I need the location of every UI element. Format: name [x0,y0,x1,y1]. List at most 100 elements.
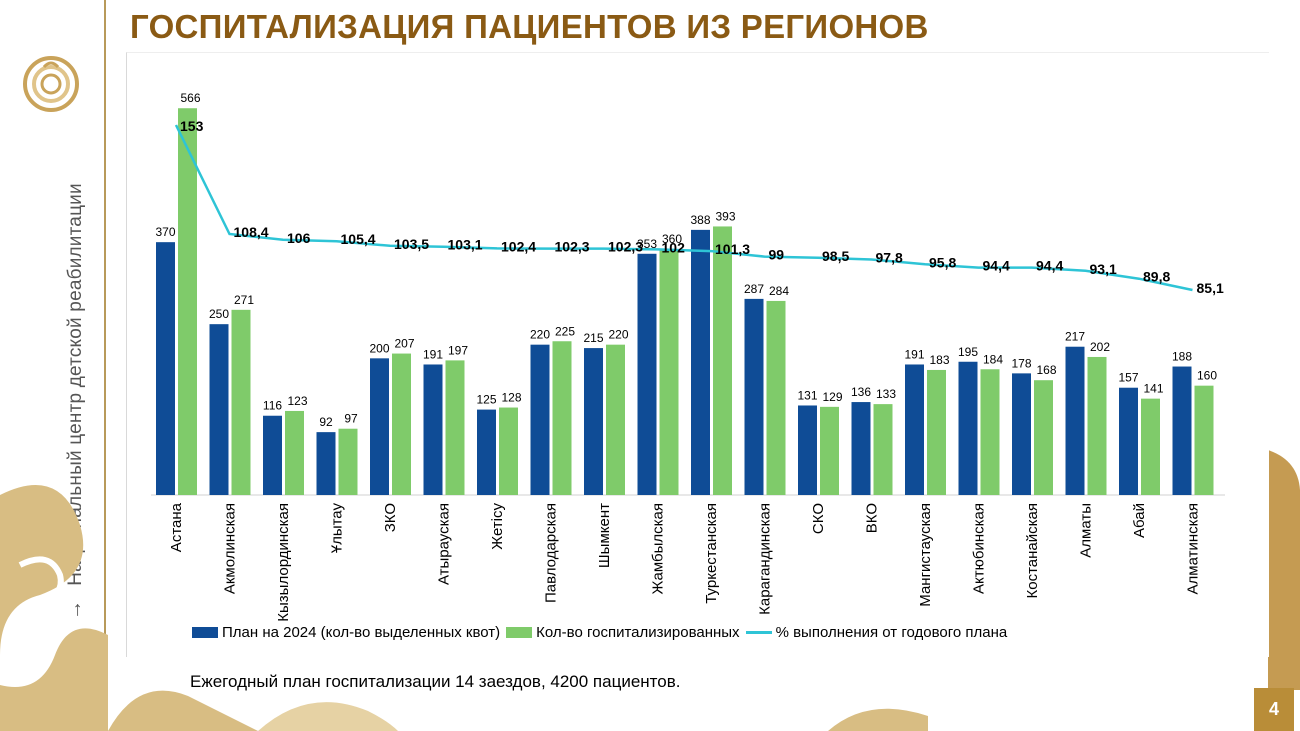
bar-actual [713,226,732,495]
bar-actual [392,353,411,495]
data-label-plan: 215 [583,331,603,345]
legend-label-plan: План на 2024 (кол-во выделенных квот) [222,624,501,641]
bar-actual [1087,356,1107,495]
bar-plan [691,229,710,495]
org-emblem-icon [23,56,79,112]
data-label-actual: 284 [769,284,789,298]
bar-plan [584,348,603,495]
data-label-percent: 93,1 [1090,261,1117,277]
data-label-plan: 200 [369,341,389,355]
bar-plan [1012,373,1031,495]
data-label-plan: 195 [958,345,978,359]
data-label-plan: 388 [690,213,710,227]
data-label-plan: 191 [423,347,443,361]
data-label-actual: 360 [662,232,682,246]
data-label-actual: 393 [715,209,735,223]
data-label-actual: 271 [234,293,254,307]
bar-actual [552,341,572,495]
x-tick-label: Павлодарская [543,503,560,603]
footnote: Ежегодный план госпитализации 14 заездов… [190,672,681,691]
chart-area: 370 566 Астана 250 271 Акмолинская 116 123 Кызыл… [126,52,1269,657]
bar-plan [530,344,550,495]
x-tick-label: Абай [1131,503,1148,538]
data-label-plan: 370 [155,225,175,239]
data-label-percent: 95,8 [929,254,956,270]
bar-plan [1172,366,1192,495]
data-label-percent: 101,3 [715,241,750,257]
bar-plan [958,361,978,495]
data-label-actual: 129 [822,390,842,404]
sidebar-divider [104,0,106,731]
percent-line [174,124,1193,292]
bar-actual [766,300,786,495]
data-label-percent: 94,4 [1036,258,1063,274]
data-label-percent: 102 [662,239,686,255]
legend-swatch-percent [745,631,772,634]
data-label-percent: 106 [287,230,311,246]
data-label-percent: 89,8 [1143,269,1170,285]
x-tick-label: Костанайская [1024,503,1041,599]
data-label-percent: 94,4 [983,258,1010,274]
data-label-percent: 153 [180,118,204,134]
bar-plan [1065,346,1085,495]
bar-actual [445,360,465,495]
bar-plan [370,358,389,495]
data-label-plan: 250 [209,307,229,321]
data-label-actual: 168 [1036,363,1056,377]
bar-actual [338,428,358,495]
data-label-percent: 103,5 [394,236,429,252]
x-tick-label: Туркестанская [703,503,720,604]
data-label-percent: 99 [769,247,785,263]
x-tick-label: Мангистауская [917,503,934,607]
data-label-plan: 92 [319,415,333,429]
x-tick-label: Астана [168,502,185,552]
bar-plan [209,324,229,495]
bar-line-chart: 370 566 Астана 250 271 Акмолинская 116 123 Кызыл… [151,91,1225,622]
bar-actual [1194,385,1214,495]
bar-actual [659,249,679,495]
legend-item-percent: % выполнения от годового плана [745,624,1007,641]
page-number: 4 [1254,688,1294,731]
ornament-right-decoration [1268,450,1300,690]
data-label-actual: 128 [501,391,521,405]
x-tick-label: Ұлытау [329,503,346,554]
x-tick-label: Кызылординская [275,503,292,622]
data-label-percent: 105,4 [341,231,376,247]
legend-item-actual: Кол-во госпитализированных [506,624,740,641]
page-title: ГОСПИТАЛИЗАЦИЯ ПАЦИЕНТОВ ИЗ РЕГИОНОВ [130,8,929,45]
data-label-plan: 178 [1011,356,1031,370]
data-label-plan: 157 [1118,371,1138,385]
data-label-percent: 102,3 [608,239,643,255]
data-label-percent: 85,1 [1197,280,1224,296]
bar-plan [263,415,282,495]
bar-actual [499,407,518,495]
bar-plan [744,298,764,495]
x-tick-label: Алматинская [1185,503,1202,594]
data-label-plan: 217 [1065,330,1085,344]
x-tick-label: Актюбинская [971,503,988,594]
data-label-actual: 123 [287,394,307,408]
data-label-actual: 184 [983,352,1003,366]
data-label-actual: 183 [929,353,949,367]
x-tick-label: ЗКО [382,503,399,532]
data-label-actual: 197 [448,343,468,357]
data-label-actual: 225 [555,324,575,338]
bar-actual [927,369,946,495]
data-label-plan: 220 [530,328,550,342]
bar-plan [637,253,657,495]
bar-actual [1141,398,1160,495]
data-label-actual: 566 [180,91,200,105]
legend-item-plan: План на 2024 (кол-во выделенных квот) [192,624,500,641]
x-tick-label: Алматы [1078,503,1095,558]
bar-plan [798,405,817,495]
bar-actual [231,309,251,495]
data-label-actual: 220 [608,328,628,342]
bar-plan [905,364,924,495]
data-label-actual: 160 [1197,369,1217,383]
legend-label-actual: Кол-во госпитализированных [536,624,740,641]
bar-actual [178,108,197,495]
x-tick-label: Шымкент [596,503,613,568]
legend-swatch-plan [192,627,218,638]
bar-plan [477,409,496,495]
data-label-plan: 353 [637,237,657,251]
